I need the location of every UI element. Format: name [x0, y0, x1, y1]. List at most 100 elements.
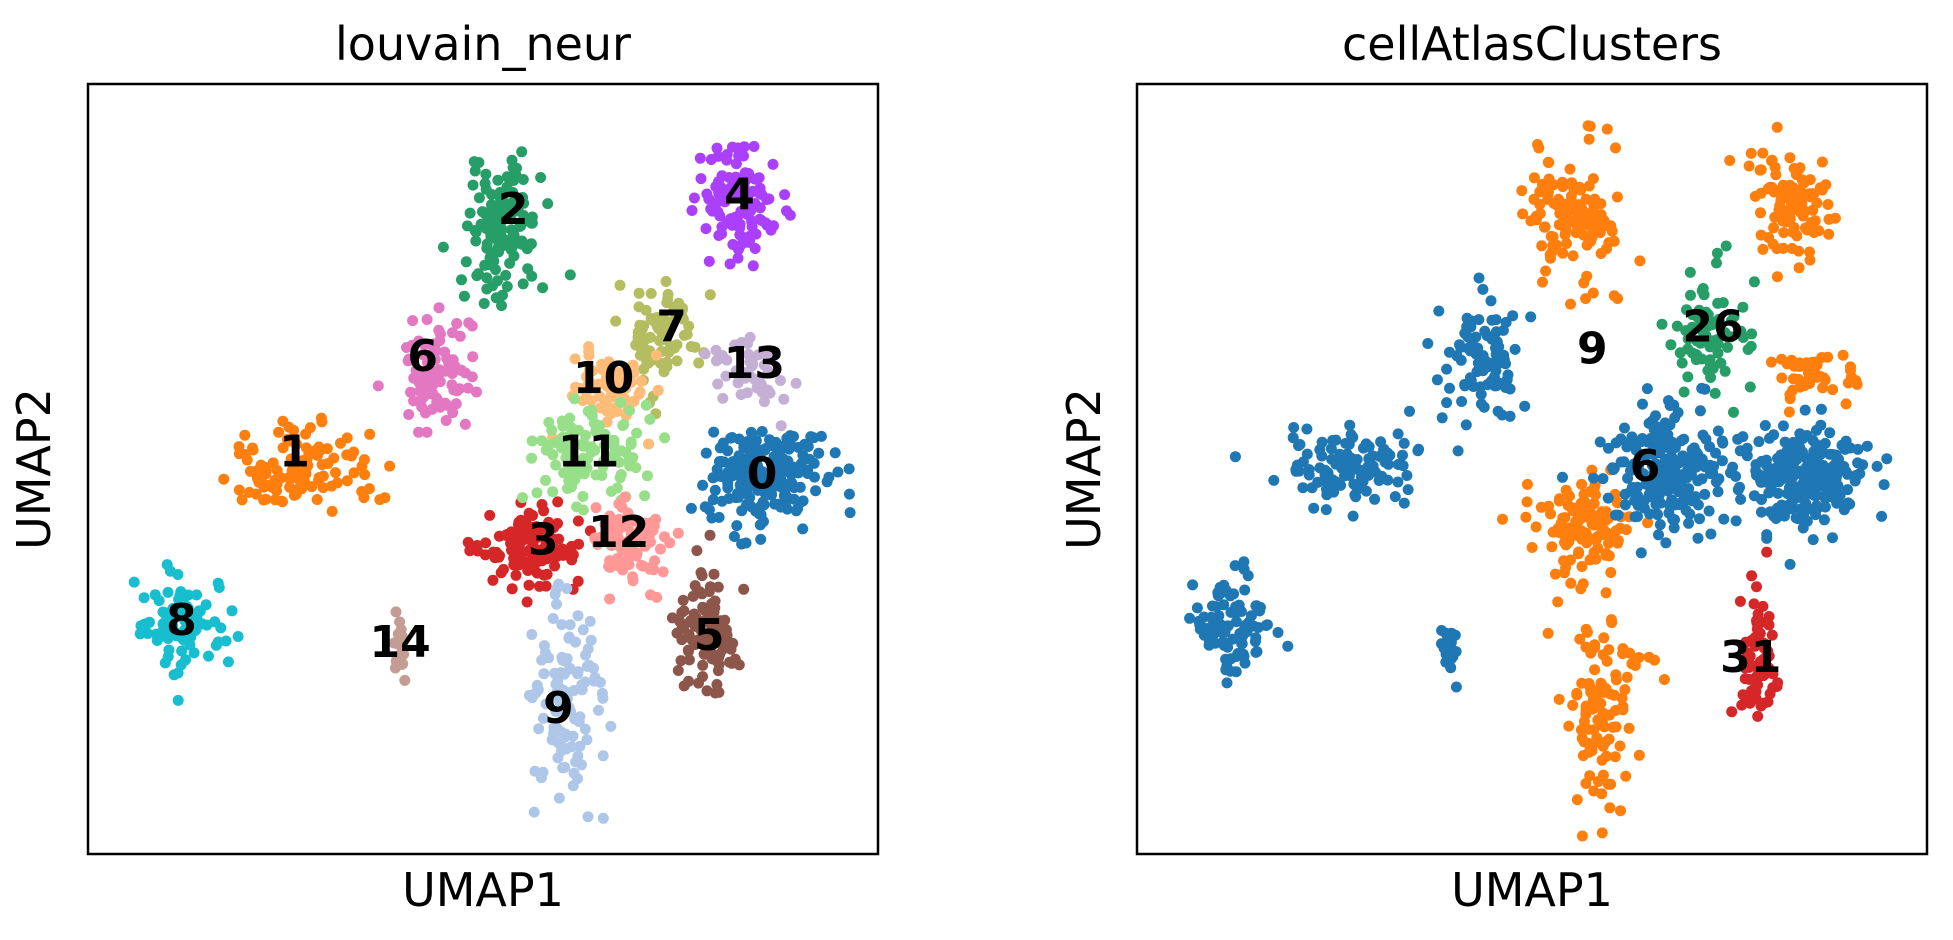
scatter-point — [460, 256, 472, 268]
scatter-point — [1703, 505, 1715, 517]
scatter-point — [709, 484, 721, 496]
scatter-point — [1619, 422, 1630, 434]
scatter-point — [712, 378, 724, 390]
scatter-point — [1719, 365, 1731, 377]
scatter-point — [549, 560, 561, 572]
scatter-point — [421, 426, 433, 438]
scatter-point — [194, 605, 206, 617]
scatter-point — [706, 512, 718, 524]
scatter-point — [328, 452, 340, 464]
scatter-point — [658, 313, 670, 325]
scatter-point — [1695, 337, 1706, 349]
y-axis-label: UMAP2 — [7, 388, 61, 550]
scatter-point — [1596, 508, 1608, 520]
scatter-point — [1819, 501, 1831, 513]
scatter-point — [1672, 407, 1684, 418]
scatter-point — [775, 420, 787, 432]
scatter-point — [832, 466, 844, 478]
scatter-point — [1724, 155, 1736, 166]
scatter-point — [1573, 546, 1585, 558]
scatter-point — [1818, 514, 1830, 526]
scatter-point — [622, 507, 634, 519]
scatter-point — [1709, 387, 1721, 399]
scatter-point — [447, 407, 459, 419]
scatter-point — [480, 537, 492, 549]
scatter-point — [1297, 482, 1309, 494]
scatter-point — [226, 605, 238, 617]
scatter-point — [1552, 596, 1564, 608]
scatter-point — [1362, 469, 1374, 481]
scatter-point — [1214, 581, 1226, 593]
scatter-point — [523, 579, 535, 591]
scatter-point — [1610, 509, 1621, 521]
scatter-point — [1327, 435, 1339, 446]
scatter-point — [1578, 488, 1590, 500]
scatter-point — [517, 492, 528, 504]
scatter-point — [1788, 222, 1800, 233]
scatter-point — [728, 531, 740, 542]
scatter-point — [1794, 381, 1806, 393]
scatter-point — [1519, 400, 1531, 412]
scatter-point — [627, 571, 639, 583]
x-axis-label: UMAP1 — [1451, 863, 1613, 917]
scatter-point — [420, 407, 431, 419]
scatter-point — [1699, 488, 1711, 500]
scatter-point — [462, 382, 474, 394]
scatter-point — [1668, 499, 1680, 511]
scatter-point — [1303, 469, 1315, 481]
scatter-point — [1646, 448, 1658, 460]
scatter-point — [647, 524, 659, 536]
scatter-point — [671, 355, 683, 367]
scatter-point — [1653, 529, 1664, 541]
scatter-point — [1575, 583, 1587, 595]
scatter-point — [741, 387, 753, 399]
scatter-point — [135, 620, 147, 632]
scatter-point — [1658, 674, 1670, 685]
scatter-point — [260, 493, 272, 505]
scatter-point — [1473, 314, 1485, 326]
scatter-point — [1756, 616, 1768, 628]
scatter-point — [488, 255, 500, 267]
scatter-point — [1604, 802, 1616, 814]
scatter-point — [1694, 513, 1705, 525]
scatter-point — [721, 149, 733, 160]
scatter-point — [182, 602, 194, 614]
scatter-point — [187, 614, 199, 626]
cluster-label: 5 — [694, 610, 725, 661]
scatter-point — [456, 364, 467, 376]
scatter-point — [1761, 546, 1773, 558]
scatter-point — [498, 563, 509, 575]
scatter-point — [1810, 424, 1822, 436]
scatter-point — [1661, 465, 1673, 477]
scatter-point — [1230, 616, 1242, 628]
scatter-point — [282, 433, 293, 445]
scatter-point — [1831, 489, 1843, 501]
scatter-point — [564, 269, 576, 281]
scatter-point — [1719, 327, 1731, 339]
scatter-point — [657, 566, 669, 578]
scatter-point — [605, 391, 617, 403]
scatter-point — [1184, 612, 1196, 624]
scatter-point — [1485, 295, 1497, 307]
scatter-point — [1578, 716, 1590, 727]
scatter-point — [556, 619, 568, 631]
scatter-point — [1557, 247, 1569, 259]
scatter-point — [688, 192, 700, 204]
scatter-point — [580, 429, 591, 441]
scatter-point — [607, 532, 619, 544]
scatter-point — [1291, 459, 1303, 471]
scatter-point — [1615, 456, 1627, 468]
scatter-point — [685, 615, 697, 627]
scatter-point — [1700, 330, 1712, 342]
scatter-point — [191, 589, 203, 601]
scatter-point — [1238, 556, 1250, 568]
scatter-point — [1537, 276, 1548, 288]
scatter-point — [1589, 664, 1601, 676]
scatter-point — [1778, 227, 1790, 239]
scatter-point — [572, 575, 584, 587]
scatter-point — [1398, 497, 1410, 509]
scatter-point — [715, 456, 727, 468]
scatter-point — [614, 279, 626, 291]
scatter-point — [1490, 380, 1502, 392]
